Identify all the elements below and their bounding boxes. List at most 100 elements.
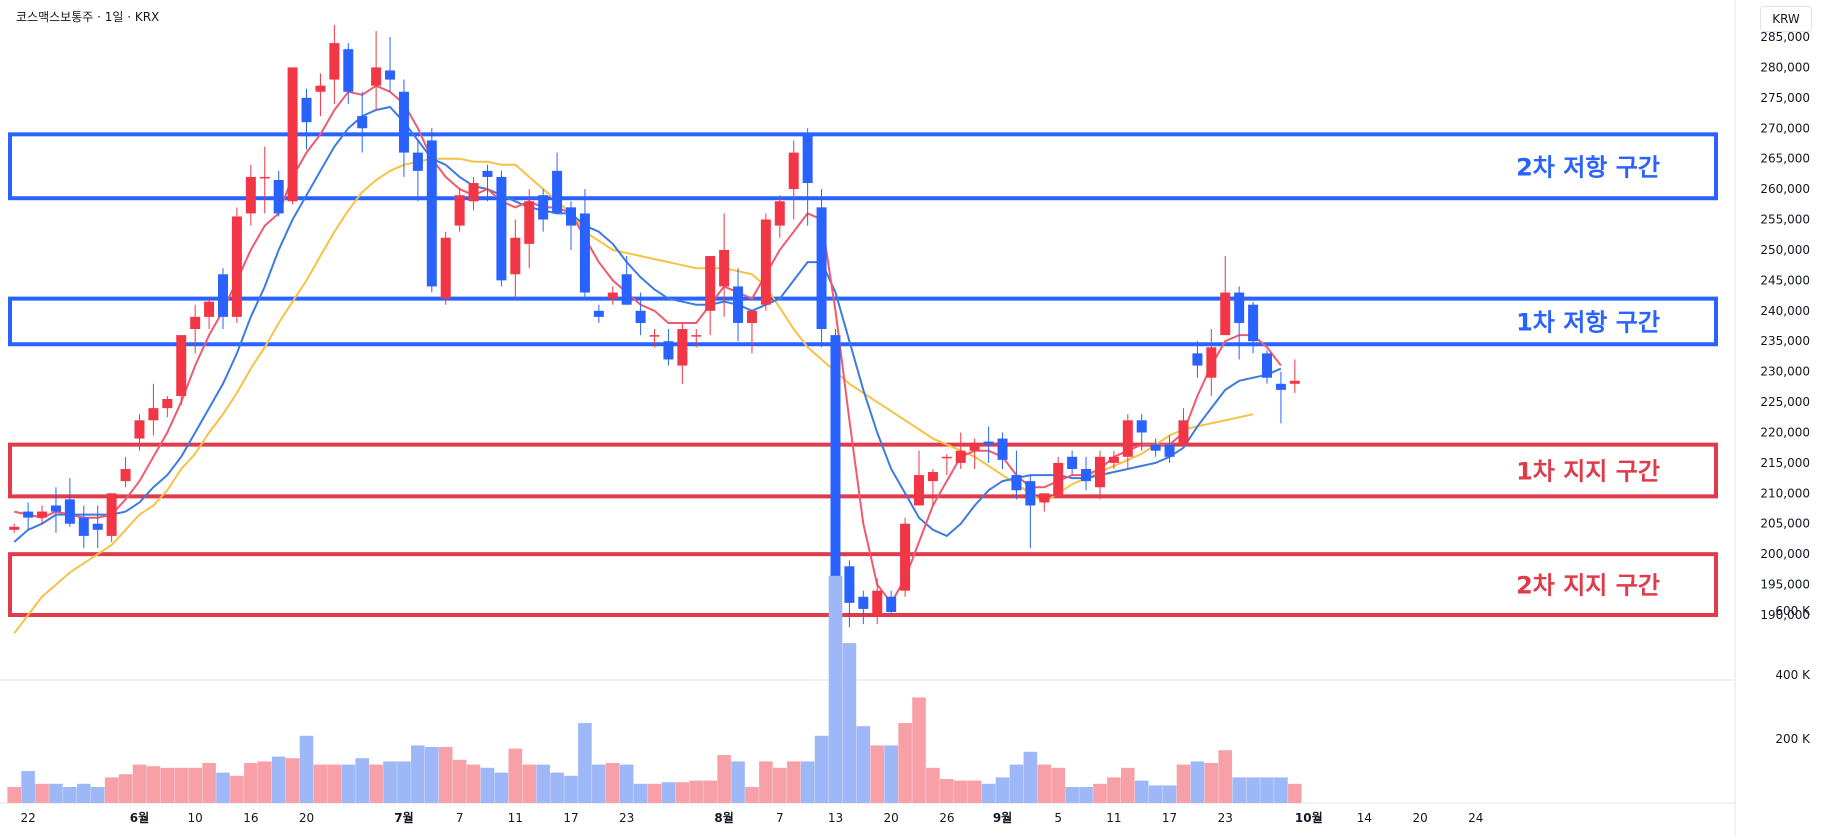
candle-down[interactable] bbox=[635, 292, 646, 336]
candle-up[interactable] bbox=[1122, 414, 1133, 469]
candle-down[interactable] bbox=[830, 329, 841, 591]
candle-up[interactable] bbox=[245, 164, 256, 226]
candle-up[interactable] bbox=[204, 298, 215, 330]
candle-down[interactable] bbox=[1150, 438, 1161, 457]
candle-up[interactable] bbox=[900, 517, 911, 597]
candle-up[interactable] bbox=[454, 189, 465, 232]
candle-up[interactable] bbox=[134, 414, 145, 451]
candle-down[interactable] bbox=[566, 201, 576, 250]
candle-down[interactable] bbox=[426, 128, 437, 293]
candle-down[interactable] bbox=[412, 140, 423, 202]
candle-up[interactable] bbox=[440, 231, 451, 305]
candle-up[interactable] bbox=[969, 438, 980, 469]
candle-up[interactable] bbox=[106, 493, 117, 542]
candle-down[interactable] bbox=[1192, 341, 1203, 378]
volume-bar bbox=[1065, 787, 1079, 803]
candle-up[interactable] bbox=[914, 450, 924, 506]
candle-down[interactable] bbox=[92, 505, 103, 549]
candle-down[interactable] bbox=[997, 432, 1008, 469]
candle-down[interactable] bbox=[1234, 286, 1245, 360]
candle-down[interactable] bbox=[1164, 435, 1175, 463]
candle-up[interactable] bbox=[760, 213, 771, 311]
candle-up[interactable] bbox=[37, 505, 48, 524]
price-tick-label: 270,000 bbox=[1760, 121, 1810, 135]
candle-up[interactable] bbox=[1178, 408, 1189, 448]
candle-down[interactable] bbox=[552, 152, 563, 214]
candle-up[interactable] bbox=[176, 335, 187, 406]
candle-up[interactable] bbox=[1039, 493, 1050, 512]
candle-down[interactable] bbox=[983, 426, 994, 463]
candle-down[interactable] bbox=[1262, 350, 1272, 384]
candle-up[interactable] bbox=[607, 286, 618, 305]
candle-up[interactable] bbox=[329, 24, 340, 104]
candle-down[interactable] bbox=[273, 170, 284, 217]
candle-up[interactable] bbox=[120, 456, 131, 488]
time-tick-label: 17 bbox=[563, 811, 578, 825]
currency-badge[interactable]: KRW bbox=[1760, 6, 1812, 32]
candle-down[interactable] bbox=[1025, 475, 1036, 549]
candle-up[interactable] bbox=[774, 195, 785, 238]
candle-up[interactable] bbox=[190, 304, 201, 354]
candle-down[interactable] bbox=[357, 91, 368, 153]
candle-up[interactable] bbox=[1053, 456, 1064, 497]
candle-up[interactable] bbox=[1108, 450, 1119, 469]
candle-down[interactable] bbox=[50, 487, 61, 533]
candle-up[interactable] bbox=[788, 140, 799, 220]
candle-down[interactable] bbox=[23, 502, 34, 530]
candle-down[interactable] bbox=[301, 88, 312, 150]
candle-up[interactable] bbox=[649, 329, 660, 348]
candle-down[interactable] bbox=[64, 478, 75, 527]
candle-down[interactable] bbox=[802, 128, 813, 226]
candle-down[interactable] bbox=[1011, 450, 1022, 500]
candle-down[interactable] bbox=[844, 560, 855, 628]
candle-up[interactable] bbox=[691, 329, 702, 348]
candle-down[interactable] bbox=[1275, 371, 1286, 424]
candle-up[interactable] bbox=[510, 219, 521, 299]
candle-up[interactable] bbox=[315, 73, 326, 117]
candle-down[interactable] bbox=[886, 590, 897, 615]
candle-up[interactable] bbox=[524, 189, 535, 269]
volume-bar bbox=[1051, 767, 1065, 803]
candle-down[interactable] bbox=[496, 170, 507, 287]
candle-down[interactable] bbox=[1067, 450, 1078, 476]
candle-down[interactable] bbox=[733, 268, 744, 342]
candle-up[interactable] bbox=[1206, 329, 1217, 396]
candle-up[interactable] bbox=[927, 468, 938, 506]
candle-down[interactable] bbox=[816, 189, 827, 348]
candle-down[interactable] bbox=[78, 505, 89, 549]
candle-down[interactable] bbox=[398, 79, 409, 177]
candle-up[interactable] bbox=[468, 176, 479, 211]
candle-up[interactable] bbox=[259, 146, 270, 214]
candle-up[interactable] bbox=[746, 310, 757, 354]
candle-up[interactable] bbox=[1094, 450, 1105, 500]
candle-down[interactable] bbox=[663, 329, 674, 366]
candle-up[interactable] bbox=[1289, 359, 1300, 393]
candle-down[interactable] bbox=[1136, 414, 1147, 451]
candle-down[interactable] bbox=[385, 37, 396, 92]
candle-up[interactable] bbox=[287, 67, 298, 205]
candle-up[interactable] bbox=[1220, 256, 1231, 336]
candle-down[interactable] bbox=[579, 189, 590, 299]
candle-up[interactable] bbox=[677, 322, 688, 384]
candle-up[interactable] bbox=[148, 383, 159, 436]
candle-up[interactable] bbox=[162, 395, 173, 418]
candle-down[interactable] bbox=[343, 43, 354, 104]
candle-down[interactable] bbox=[621, 256, 632, 305]
candle-up[interactable] bbox=[955, 432, 966, 469]
candle-up[interactable] bbox=[231, 207, 242, 323]
candle-down[interactable] bbox=[218, 268, 228, 330]
candle-down[interactable] bbox=[538, 189, 549, 232]
price-tick-label: 280,000 bbox=[1760, 60, 1810, 74]
candle-up[interactable] bbox=[719, 213, 730, 317]
candle-up[interactable] bbox=[941, 453, 952, 476]
candle-up[interactable] bbox=[371, 30, 382, 111]
candle-down[interactable] bbox=[1081, 456, 1092, 491]
candle-down[interactable] bbox=[593, 304, 604, 323]
candle-up[interactable] bbox=[872, 578, 883, 625]
candle-up[interactable] bbox=[9, 523, 20, 533]
candle-down[interactable] bbox=[1248, 301, 1259, 354]
candle-up[interactable] bbox=[705, 256, 716, 336]
candle-down[interactable] bbox=[482, 164, 493, 202]
candle-down[interactable] bbox=[858, 590, 869, 625]
